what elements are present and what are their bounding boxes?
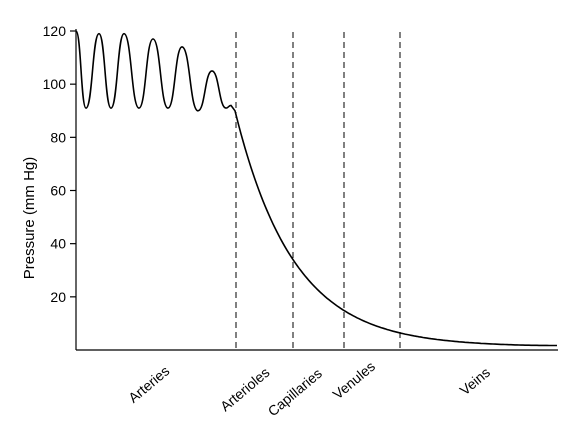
segment-label-arteries: Arteries: [125, 363, 172, 406]
segment-label-capillaries: Capillaries: [265, 365, 325, 419]
y-tick-label: 80: [50, 129, 66, 145]
y-tick-label: 20: [50, 289, 66, 305]
y-axis-label: Pressure (mm Hg): [21, 157, 38, 280]
pressure-curve: [75, 30, 557, 347]
y-tick-label: 100: [43, 76, 67, 92]
y-tick-label: 40: [50, 236, 66, 252]
segment-dividers: [235, 32, 401, 350]
segment-label-venules: Venules: [330, 358, 378, 402]
y-ticks: 20 40 60 80 100 120: [43, 23, 76, 305]
y-tick-label: 60: [50, 183, 66, 199]
y-tick-label: 120: [43, 23, 67, 39]
segment-label-veins: Veins: [457, 364, 494, 398]
